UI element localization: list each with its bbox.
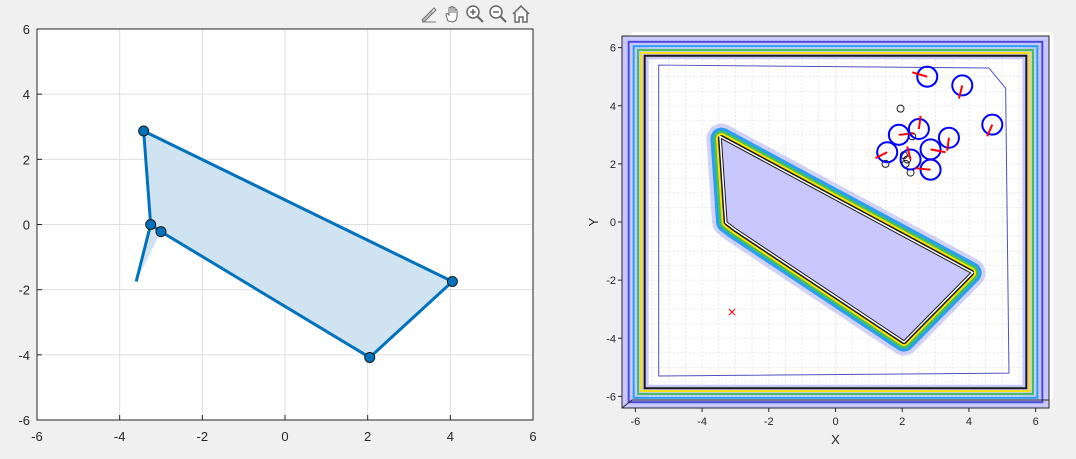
x-tick-label: 0 xyxy=(281,429,288,444)
x-tick-label: 2 xyxy=(364,429,371,444)
agent-circle xyxy=(907,117,930,141)
outer-level-contour xyxy=(658,64,1010,377)
boundary-contour xyxy=(627,40,1044,404)
boundary-contour xyxy=(637,48,1034,396)
agent-circle xyxy=(876,141,899,164)
x-tick-label: -6 xyxy=(31,429,43,444)
x-tick-label: 6 xyxy=(529,429,536,444)
right-axes[interactable]: -6 -4 -2 0 2 4 6 -6 -4 -2 0 2 4 6 X Y xyxy=(586,32,1053,447)
boundary-contour xyxy=(640,51,1031,393)
y-tick-label: 6 xyxy=(610,43,616,55)
y-tick-label: 4 xyxy=(610,101,616,113)
y-tick-label: 4 xyxy=(23,87,30,102)
agent-heading xyxy=(915,167,931,171)
target-marker xyxy=(728,308,736,316)
y-tick-label: 0 xyxy=(23,218,30,233)
x-tick-label: 6 xyxy=(1033,416,1039,428)
x-tick-label: -6 xyxy=(630,416,640,428)
y-tick-label: 6 xyxy=(23,22,30,37)
x-tick-label: 4 xyxy=(966,416,972,428)
y-tick-label: -2 xyxy=(18,283,30,298)
x-axis-label: X xyxy=(831,432,840,447)
vertex-point xyxy=(145,219,157,230)
x-tick-label: -2 xyxy=(197,429,209,444)
figure-toolbar xyxy=(418,3,532,25)
axes-box xyxy=(36,28,534,421)
agent-heading xyxy=(917,115,922,130)
y-tick-label: 2 xyxy=(23,152,30,167)
y-tick-label: -6 xyxy=(18,413,30,428)
tail-line xyxy=(134,224,153,282)
agent-heading xyxy=(946,137,950,151)
agent-circle xyxy=(937,126,960,149)
sample-point xyxy=(896,104,905,113)
agent-circle xyxy=(916,65,939,88)
y-tick-label: 0 xyxy=(610,217,616,229)
y-tick-label: -6 xyxy=(606,391,616,403)
vertex-point xyxy=(364,351,376,363)
polygon-fill xyxy=(143,130,453,358)
vertex-point xyxy=(155,226,167,238)
left-axes[interactable]: -6 -4 -2 0 2 4 6 -6 -4 -2 0 2 4 6 xyxy=(18,22,536,444)
vertex-point xyxy=(138,125,150,137)
y-tick-label: 2 xyxy=(610,159,616,171)
agent-circle xyxy=(981,113,1004,136)
agent-heading xyxy=(930,148,946,154)
x-tick-label: -2 xyxy=(764,416,774,428)
obstacle-region xyxy=(720,137,972,342)
pan-hand-icon[interactable] xyxy=(441,3,463,25)
x-tick-label: -4 xyxy=(697,416,707,428)
y-tick-label: -4 xyxy=(606,333,616,345)
x-tick-label: 2 xyxy=(899,416,905,428)
agent-heading xyxy=(875,151,888,159)
agent-heading xyxy=(906,146,912,160)
x-tick-label: 0 xyxy=(832,416,838,428)
y-axis-label: Y xyxy=(586,217,601,226)
agent-heading xyxy=(898,132,914,136)
tail-fill xyxy=(136,224,161,282)
x-tick-label: 4 xyxy=(447,429,454,444)
agent-heading xyxy=(957,85,964,99)
y-tick-label: -4 xyxy=(18,348,30,363)
boundary-contour xyxy=(632,45,1039,399)
boundary-contour xyxy=(643,54,1028,390)
agent-circle xyxy=(899,148,922,171)
vertex-point xyxy=(446,276,458,288)
brush-icon[interactable] xyxy=(418,3,440,25)
zoom-out-icon[interactable] xyxy=(487,3,509,25)
zoom-in-icon[interactable] xyxy=(464,3,486,25)
sample-point xyxy=(903,155,912,164)
sample-point xyxy=(881,159,890,168)
agent-circle xyxy=(951,74,974,97)
floor-edge xyxy=(621,399,1049,409)
agent-heading xyxy=(986,124,994,137)
home-icon[interactable] xyxy=(510,3,532,25)
y-tick-label: -2 xyxy=(606,275,616,287)
polygon-edge xyxy=(142,129,454,359)
x-tick-label: -4 xyxy=(114,429,126,444)
agent-heading xyxy=(911,71,928,78)
